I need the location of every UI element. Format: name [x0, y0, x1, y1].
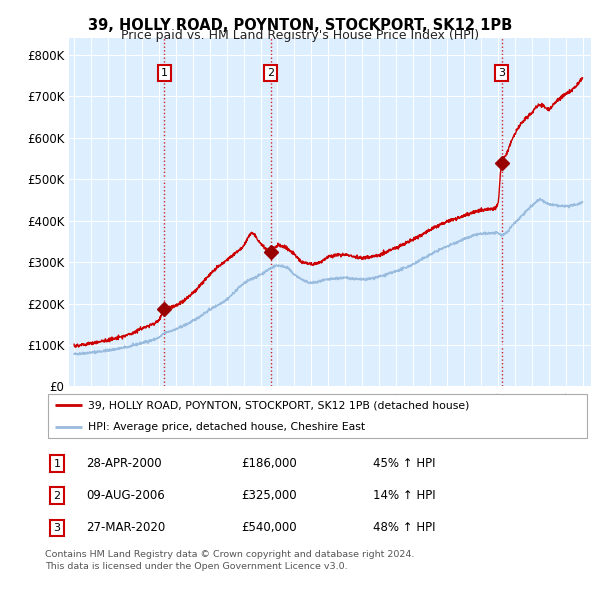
Text: HPI: Average price, detached house, Cheshire East: HPI: Average price, detached house, Ches… [88, 422, 365, 432]
Text: 27-MAR-2020: 27-MAR-2020 [86, 521, 165, 534]
Text: 09-AUG-2006: 09-AUG-2006 [86, 489, 164, 502]
Text: £325,000: £325,000 [242, 489, 297, 502]
Text: 48% ↑ HPI: 48% ↑ HPI [373, 521, 435, 534]
Text: 14% ↑ HPI: 14% ↑ HPI [373, 489, 435, 502]
Text: 39, HOLLY ROAD, POYNTON, STOCKPORT, SK12 1PB (detached house): 39, HOLLY ROAD, POYNTON, STOCKPORT, SK12… [88, 400, 469, 410]
Text: £186,000: £186,000 [242, 457, 298, 470]
Text: Price paid vs. HM Land Registry's House Price Index (HPI): Price paid vs. HM Land Registry's House … [121, 30, 479, 42]
Text: 2: 2 [53, 491, 61, 500]
FancyBboxPatch shape [48, 394, 587, 438]
Text: 39, HOLLY ROAD, POYNTON, STOCKPORT, SK12 1PB: 39, HOLLY ROAD, POYNTON, STOCKPORT, SK12… [88, 18, 512, 32]
Text: 3: 3 [53, 523, 61, 533]
Text: £540,000: £540,000 [242, 521, 297, 534]
Text: Contains HM Land Registry data © Crown copyright and database right 2024.
This d: Contains HM Land Registry data © Crown c… [45, 550, 415, 571]
Text: 2: 2 [267, 68, 274, 78]
Text: 1: 1 [161, 68, 168, 78]
Text: 45% ↑ HPI: 45% ↑ HPI [373, 457, 435, 470]
Text: 1: 1 [53, 458, 61, 468]
Text: 3: 3 [498, 68, 505, 78]
Text: 28-APR-2000: 28-APR-2000 [86, 457, 161, 470]
